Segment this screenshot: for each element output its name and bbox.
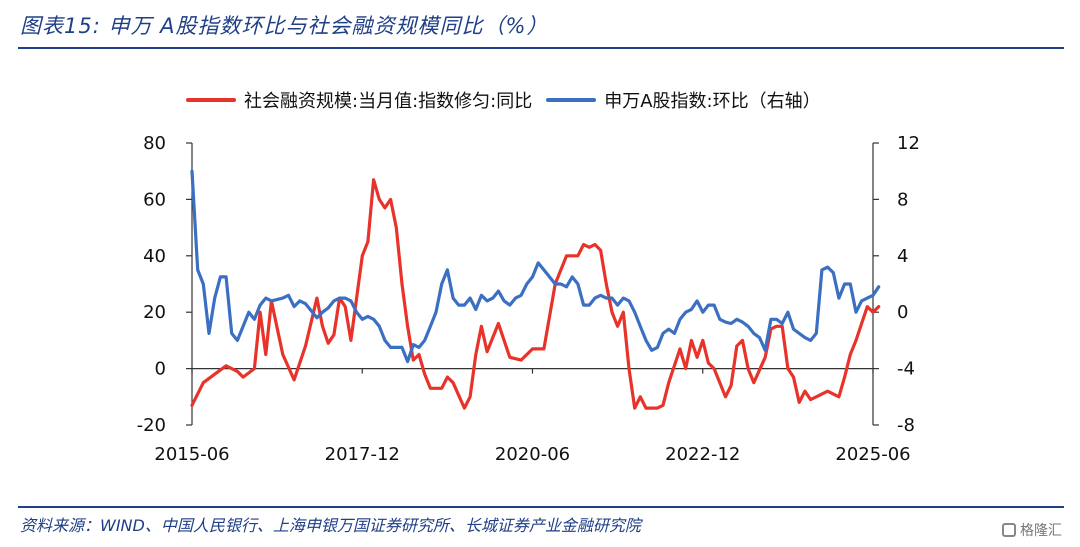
chart-title: 图表15: 申万 A股指数环比与社会融资规模同比（%）: [20, 14, 549, 38]
logo-icon: [1002, 523, 1016, 537]
left-y-tick-label: -20: [137, 415, 166, 436]
x-tick-label: 2017-12: [325, 444, 400, 465]
left-y-tick-label: 60: [143, 189, 166, 210]
legend-swatch-social-financing: [186, 98, 236, 102]
right-y-tick-label: 12: [897, 133, 920, 154]
left-y-tick-label: 20: [143, 302, 166, 323]
x-tick-label: 2025-06: [835, 444, 910, 465]
right-y-tick-label: -8: [897, 415, 915, 436]
legend: 社会融资规模:当月值:指数修匀:同比 申万A股指数:环比（右轴）: [186, 88, 821, 112]
source-divider: [18, 506, 1064, 508]
legend-swatch-a-share-index: [546, 98, 597, 102]
logo-text: 格隆汇: [1020, 523, 1062, 539]
series-line-social-financing: [190, 178, 881, 410]
left-y-tick-label: 40: [143, 246, 166, 267]
watermark-logo: 格隆汇: [1002, 520, 1062, 540]
source-note: 资料来源：WIND、中国人民银行、上海申银万国证券研究所、长城证券产业金融研究院: [20, 516, 641, 535]
x-tick-label: 2022-12: [665, 444, 740, 465]
title-divider: [18, 47, 1064, 49]
right-y-tick-label: 0: [897, 302, 908, 323]
x-tick-label: 2020-06: [495, 444, 570, 465]
legend-label-social-financing: 社会融资规模:当月值:指数修匀:同比: [244, 91, 533, 112]
x-tick-label: 2015-06: [154, 444, 229, 465]
legend-item-a-share-index: 申万A股指数:环比（右轴）: [546, 87, 821, 113]
series-line-a-share-index: [190, 169, 881, 364]
legend-item-social-financing: 社会融资规模:当月值:指数修匀:同比: [186, 87, 532, 113]
right-y-tick-label: 8: [897, 189, 908, 210]
left-y-tick-label: 0: [155, 359, 166, 380]
left-y-tick-label: 80: [143, 133, 166, 154]
legend-label-a-share-index: 申万A股指数:环比（右轴）: [604, 91, 821, 112]
right-y-tick-label: -4: [897, 359, 915, 380]
right-y-tick-label: 4: [897, 246, 908, 267]
